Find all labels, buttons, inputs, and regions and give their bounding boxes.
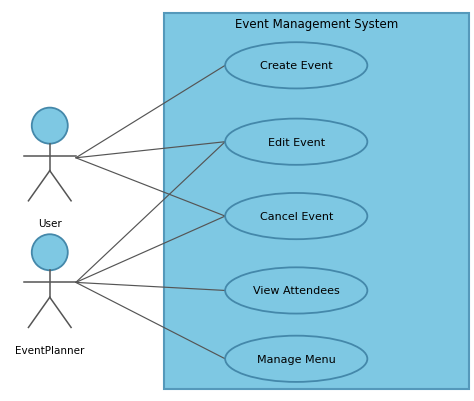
Text: Create Event: Create Event [260,61,333,71]
Ellipse shape [225,193,367,240]
Ellipse shape [225,336,367,382]
Text: EventPlanner: EventPlanner [15,345,84,355]
Text: Manage Menu: Manage Menu [257,354,336,364]
Ellipse shape [225,268,367,314]
FancyBboxPatch shape [164,14,469,389]
Text: View Attendees: View Attendees [253,286,340,296]
Text: Cancel Event: Cancel Event [260,212,333,221]
Text: User: User [38,219,62,229]
Text: Edit Event: Edit Event [268,138,325,147]
Ellipse shape [225,43,367,89]
Ellipse shape [225,119,367,165]
Text: Event Management System: Event Management System [235,18,398,31]
Ellipse shape [32,108,68,144]
Ellipse shape [32,235,68,271]
